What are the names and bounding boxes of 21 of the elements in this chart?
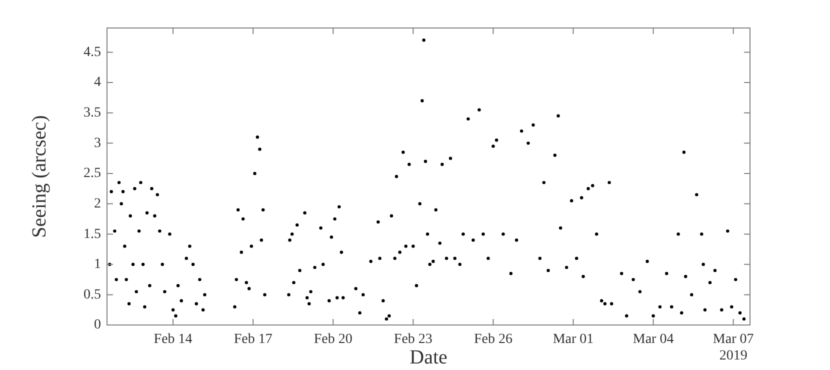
x-tick-label: Feb 20 bbox=[314, 332, 352, 348]
y-tick-label: 4 bbox=[94, 75, 101, 90]
x-axis-title: Date bbox=[410, 346, 448, 368]
x-tick-label: Mar 07 bbox=[712, 332, 754, 348]
y-tick-label: 1 bbox=[94, 257, 101, 272]
x-tick-label: Feb 26 bbox=[474, 332, 512, 348]
y-tick-label: 0.5 bbox=[84, 287, 101, 302]
y-tick-label: 2.5 bbox=[84, 166, 101, 182]
y-tick-label: 4.5 bbox=[84, 44, 101, 60]
y-tick-label: 2 bbox=[94, 196, 101, 212]
x-tick-label: Mar 01 bbox=[552, 332, 594, 348]
y-axis-title: Seeing (arcsec) bbox=[28, 115, 50, 238]
x-tick-label: Mar 04 bbox=[632, 332, 674, 348]
x-tick-label: Feb 17 bbox=[234, 332, 272, 348]
y-tick-label: 3.5 bbox=[84, 106, 101, 121]
x-tick-label: Feb 14 bbox=[154, 332, 192, 348]
text: 2019 bbox=[719, 348, 748, 364]
y-tick-label: 1.5 bbox=[84, 226, 101, 242]
y-tick-label: 0 bbox=[94, 318, 101, 333]
y-tick-label: 3 bbox=[94, 136, 101, 151]
x-tick-label: Feb 23 bbox=[394, 332, 432, 348]
